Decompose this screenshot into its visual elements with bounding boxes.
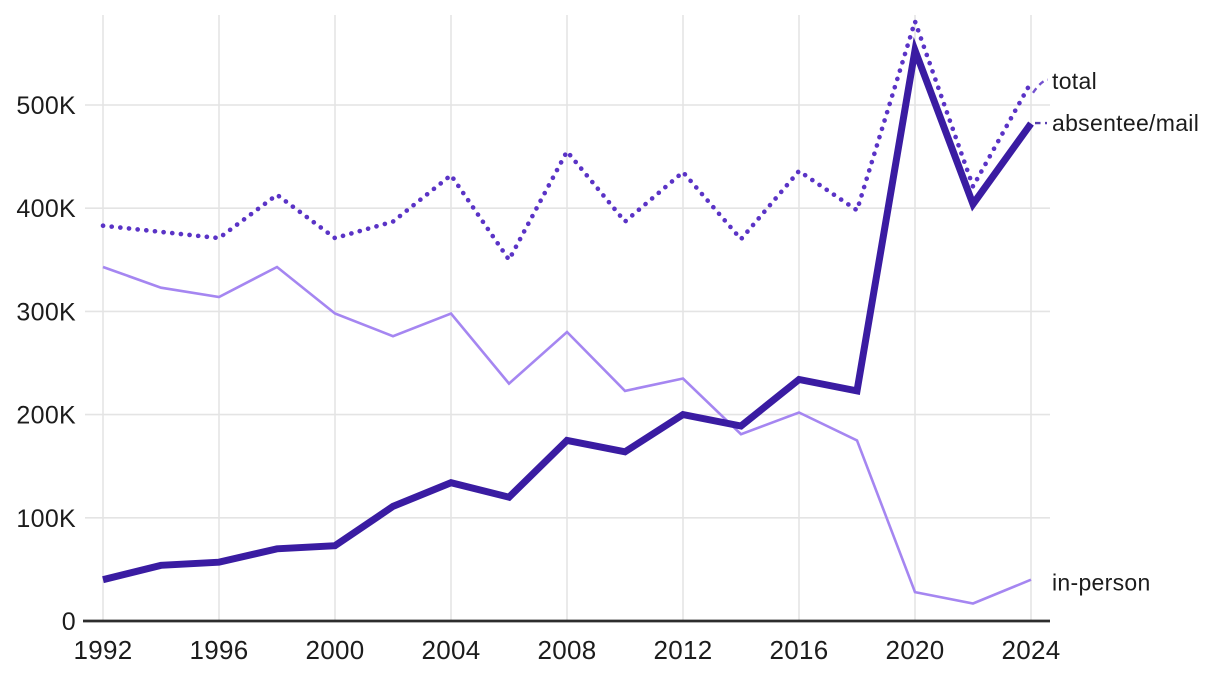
x-tick-label-1992: 1992 [73, 635, 132, 665]
series-line-in-person [102, 265, 1032, 605]
y-tick-label-400K: 400K [16, 195, 76, 223]
x-tick-label-1996: 1996 [189, 635, 248, 665]
series-label-absentee-mail: absentee/mail [1052, 110, 1199, 136]
x-tick-label-2000: 2000 [305, 635, 364, 665]
x-tick-label-2012: 2012 [653, 635, 712, 665]
series-line-absentee-mail [102, 36, 1034, 584]
x-tick-label-2016: 2016 [769, 635, 828, 665]
x-tick-label-2020: 2020 [885, 635, 944, 665]
x-tick-label-2024: 2024 [1001, 635, 1060, 665]
series-label-in-person: in-person [1052, 570, 1151, 596]
x-tick-label-2008: 2008 [537, 635, 596, 665]
y-tick-label-500K: 500K [16, 92, 76, 120]
x-tick-label-2004: 2004 [421, 635, 480, 665]
y-tick-label-0: 0 [62, 608, 76, 636]
y-tick-label-100K: 100K [16, 505, 76, 533]
series-label-total: total [1052, 68, 1097, 94]
y-tick-label-200K: 200K [16, 402, 76, 430]
leader-line-total [1032, 78, 1049, 94]
series-line-total [100, 14, 1034, 265]
y-tick-label-300K: 300K [16, 298, 76, 326]
